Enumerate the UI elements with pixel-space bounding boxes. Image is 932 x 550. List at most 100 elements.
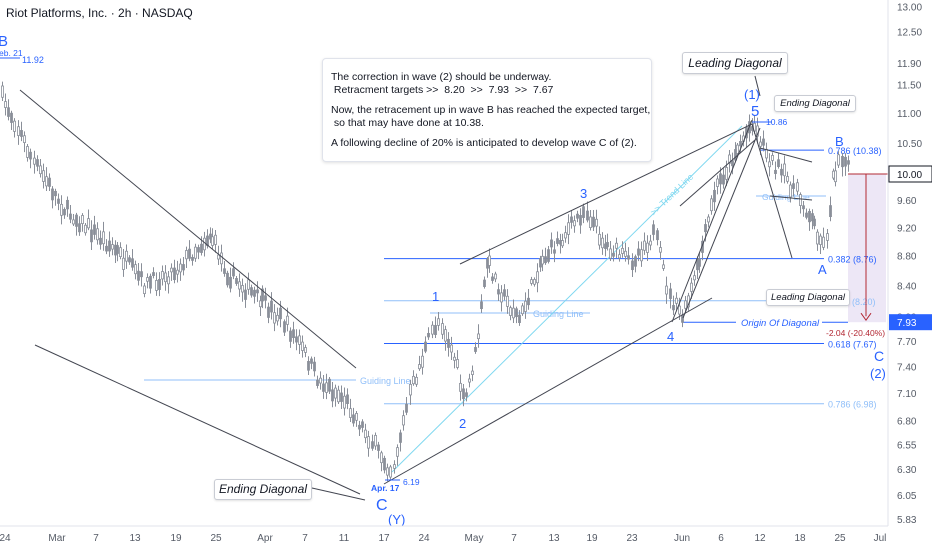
candle-body-72 <box>217 254 220 260</box>
candle-body-142 <box>431 324 434 335</box>
candle-body-82 <box>247 279 250 290</box>
candle-body-143 <box>434 325 437 335</box>
candle-body-103 <box>310 358 313 364</box>
candle-body-177 <box>536 271 539 284</box>
candle-body-224 <box>678 305 681 315</box>
candle-body-180 <box>544 256 547 264</box>
candle-body-30 <box>93 224 96 235</box>
candle-body-60 <box>182 264 185 271</box>
candle-body-264 <box>796 182 799 192</box>
candle-body-267 <box>805 212 808 218</box>
candle-body-93 <box>279 307 282 320</box>
trendline-ending-bottom <box>769 195 813 201</box>
candle-body-97 <box>292 329 295 339</box>
cyan-trend-line <box>391 125 743 473</box>
wave-label-w3: 3 <box>580 186 587 201</box>
candle-body-74 <box>223 268 226 274</box>
y-tick-10: 8.40 <box>897 281 917 292</box>
candle-body-164 <box>497 289 500 295</box>
candle-body-208 <box>627 255 630 260</box>
candle-body-15 <box>48 177 51 187</box>
candle-body-242 <box>731 160 734 167</box>
candle-body-111 <box>334 387 337 399</box>
wave-label-C_right: C <box>874 348 884 364</box>
candle-body-279 <box>841 156 844 168</box>
candle-body-17 <box>54 190 57 197</box>
candle-body-118 <box>355 413 358 421</box>
candle-body-196 <box>592 216 595 228</box>
candle-body-22 <box>69 213 72 220</box>
price-label-high: 10.86 <box>766 117 788 127</box>
candle-body-96 <box>289 330 292 342</box>
x-tick-14: 19 <box>586 533 598 544</box>
trendline-leading-d <box>679 139 756 207</box>
candle-body-117 <box>352 414 355 424</box>
y-tick-13: 7.40 <box>897 362 917 373</box>
candle-body-35 <box>108 240 111 252</box>
trendline-lower-left <box>34 344 361 495</box>
candle-body-5 <box>17 126 20 136</box>
candle-body-65 <box>197 247 200 253</box>
candle-body-268 <box>808 210 811 223</box>
date-label-low: Apr. 17 <box>371 483 400 493</box>
candle-body-107 <box>322 383 325 392</box>
candle-body-165 <box>500 292 503 303</box>
candle-body-98 <box>295 336 298 343</box>
candle-body-86 <box>259 300 262 308</box>
candle-body-213 <box>643 240 646 251</box>
wave-label-w1_paren: (1) <box>744 87 760 102</box>
candle-body-195 <box>589 216 592 228</box>
candle-body-214 <box>646 242 649 253</box>
candle-body-59 <box>179 263 182 273</box>
candle-body-184 <box>556 238 559 244</box>
candle-body-205 <box>618 254 621 259</box>
candle-body-10 <box>33 157 36 165</box>
candle-body-112 <box>337 389 340 403</box>
x-tick-6: Apr <box>257 533 273 544</box>
candle-body-263 <box>792 183 795 189</box>
y-tick-14: 7.10 <box>897 389 917 400</box>
measure-label: -2.04 (-20.40%) <box>826 328 885 338</box>
candle-body-131 <box>396 447 399 457</box>
wave-label-B_right: B <box>835 134 844 149</box>
candle-body-106 <box>319 377 322 384</box>
wave-label-w4: 4 <box>667 329 674 344</box>
candle-body-220 <box>665 285 668 295</box>
candle-body-84 <box>253 289 256 297</box>
candle-body-221 <box>669 288 672 299</box>
candle-body-43 <box>131 258 134 268</box>
candle-body-172 <box>521 305 524 315</box>
candle-body-281 <box>847 160 850 165</box>
target-price-tag <box>889 314 932 331</box>
candle-body-260 <box>783 163 786 177</box>
candle-body-50 <box>152 272 155 276</box>
candle-body-122 <box>367 436 370 449</box>
candle-body-192 <box>579 215 582 226</box>
candle-body-190 <box>573 220 576 227</box>
measure-arrowhead <box>860 312 872 322</box>
candle-body-55 <box>167 276 170 285</box>
candle-body-18 <box>57 198 60 204</box>
candle-body-228 <box>690 282 693 292</box>
candle-body-90 <box>270 300 273 313</box>
candle-body-141 <box>427 332 430 338</box>
wave-label-Y_bottom: (Y) <box>388 512 405 527</box>
candle-body-266 <box>802 205 805 210</box>
callout-leading-diagonal-top: Leading Diagonal <box>682 52 788 74</box>
origin-of-diagonal-label: Origin Of Diagonal <box>741 318 820 329</box>
candle-body-256 <box>771 155 774 161</box>
candle-body-58 <box>176 269 179 275</box>
candle-body-75 <box>226 272 229 286</box>
candle-body-162 <box>491 276 494 281</box>
candle-body-64 <box>194 246 197 259</box>
candle-body-203 <box>612 252 615 257</box>
candle-body-121 <box>364 429 367 439</box>
candle-body-119 <box>358 424 361 430</box>
candles <box>1 81 850 482</box>
candle-body-89 <box>267 306 270 318</box>
pointer-leading-top <box>754 75 761 97</box>
x-tick-7: 7 <box>302 533 308 544</box>
fib-label-4: 0.786 (6.98) <box>828 400 877 410</box>
trendline-leading-b <box>682 127 761 319</box>
